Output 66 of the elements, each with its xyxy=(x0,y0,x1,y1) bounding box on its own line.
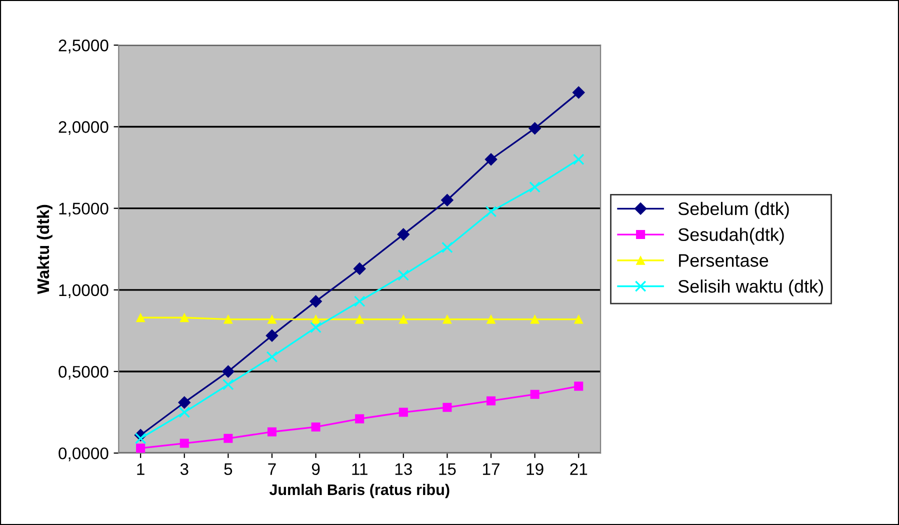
point xyxy=(266,329,278,342)
x-tick-label: 15 xyxy=(439,463,456,476)
point xyxy=(222,378,234,390)
legend-label: Persentase xyxy=(679,254,768,267)
y-tick-label: 0,0000 xyxy=(58,447,108,462)
point xyxy=(530,314,540,324)
point xyxy=(442,314,452,324)
legend-label: Sesudah(dtk) xyxy=(678,228,784,245)
legend-label: Sebelum (dtk) xyxy=(678,202,789,219)
y-tick-label: 2,0000 xyxy=(58,121,108,135)
point xyxy=(398,270,410,281)
point xyxy=(353,262,366,275)
y-axis-title: Waktu (dtk) xyxy=(36,204,52,294)
y-tick-label: 1,0000 xyxy=(59,284,108,298)
point xyxy=(572,154,584,166)
x-tick-label: 21 xyxy=(570,463,588,475)
point xyxy=(485,206,497,218)
point xyxy=(134,432,146,444)
point xyxy=(266,351,278,362)
point xyxy=(222,365,234,378)
x-tick-label: 17 xyxy=(483,463,500,475)
point xyxy=(180,313,189,322)
point xyxy=(486,396,496,406)
point xyxy=(486,314,496,324)
y-tick-label: 1,5000 xyxy=(59,202,108,216)
point xyxy=(310,322,322,334)
x-tick-label: 13 xyxy=(395,463,412,476)
x-tick-label: 11 xyxy=(352,463,368,475)
point xyxy=(267,314,277,324)
x-tick-label: 7 xyxy=(268,463,276,475)
point xyxy=(398,314,408,324)
point xyxy=(442,402,452,412)
point xyxy=(397,228,410,241)
x-axis-title: Jumlah Baris (ratus ribu) xyxy=(269,484,450,498)
point xyxy=(440,194,454,206)
point xyxy=(530,390,540,399)
point xyxy=(180,438,189,448)
point xyxy=(442,242,453,254)
y-tick-label: 2,5000 xyxy=(58,40,108,54)
x-tick-label: 3 xyxy=(180,463,188,476)
legend-label: Selisih waktu (dtk) xyxy=(678,279,823,296)
point xyxy=(178,396,191,409)
point xyxy=(572,86,585,99)
point xyxy=(354,296,366,308)
point xyxy=(267,427,277,436)
point xyxy=(574,314,584,324)
point xyxy=(355,314,364,324)
point xyxy=(311,422,320,432)
point xyxy=(311,314,320,324)
point xyxy=(224,314,233,324)
point xyxy=(224,434,233,443)
point xyxy=(178,406,190,418)
point xyxy=(529,181,541,193)
point xyxy=(310,295,322,308)
point xyxy=(574,382,584,391)
point xyxy=(528,122,542,135)
point xyxy=(355,414,364,424)
x-tick-label: 5 xyxy=(224,463,232,476)
point xyxy=(484,153,498,166)
x-tick-label: 19 xyxy=(526,463,544,476)
y-tick-label: 0,5000 xyxy=(58,366,108,380)
point xyxy=(398,408,408,417)
point xyxy=(136,444,146,453)
x-tick-label: 1 xyxy=(137,463,144,475)
point xyxy=(136,313,146,322)
x-tick-label: 9 xyxy=(312,463,320,476)
